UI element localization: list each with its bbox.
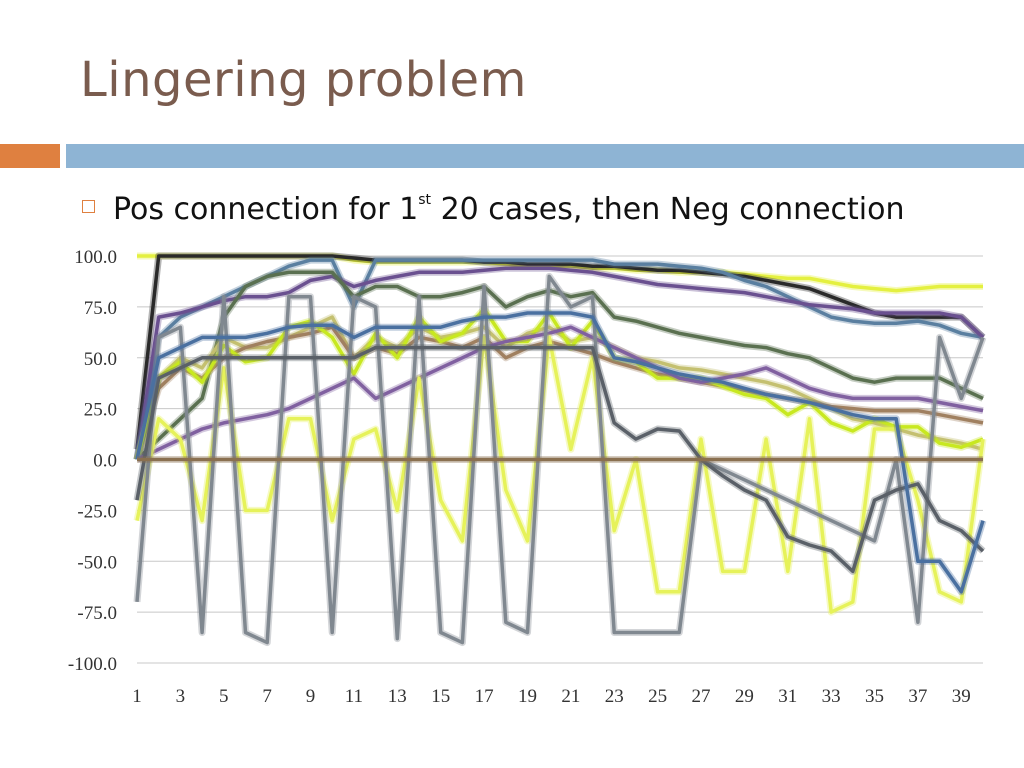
bullet-text: Pos connection for 1st 20 cases, then Ne…	[82, 192, 905, 227]
bullet-superscript: st	[418, 192, 432, 208]
x-tick-label: 37	[908, 686, 927, 707]
series-line-6	[135, 325, 984, 461]
x-tick-label: 39	[952, 686, 971, 707]
x-tick-label: 11	[345, 686, 363, 707]
x-tick-label: 3	[176, 686, 186, 707]
x-tick-label: 35	[865, 686, 884, 707]
x-tick-label: 23	[605, 686, 624, 707]
series-line-8	[136, 325, 984, 462]
x-tick-label: 13	[388, 686, 407, 707]
x-tick-label: 29	[735, 686, 754, 707]
x-tick-label: 15	[431, 686, 450, 707]
x-tick-label: 33	[822, 686, 841, 707]
x-tick-label: 17	[475, 686, 494, 707]
x-tick-label: 31	[778, 686, 797, 707]
y-tick-label: -75.0	[77, 603, 117, 624]
series-line-11	[135, 345, 985, 574]
x-tick-label: 27	[692, 686, 711, 707]
y-tick-label: -25.0	[77, 501, 117, 522]
y-tick-label: 50.0	[84, 349, 117, 370]
x-tick-label: 7	[262, 686, 272, 707]
bullet-square-icon	[82, 200, 95, 213]
y-tick-label: 75.0	[84, 298, 117, 319]
chart-series	[133, 252, 987, 647]
y-tick-label: 0.0	[93, 451, 117, 472]
y-tick-label: 25.0	[84, 400, 117, 421]
line-chart: 100.0 75.0 50.0 25.0 0.0 -25.0 -50.0 -75.0 -100.…	[68, 247, 987, 707]
bullet-rest: 20 cases, then Neg connection	[431, 192, 905, 227]
series-line-3	[135, 266, 985, 460]
accent-bar-orange	[0, 144, 60, 168]
series-line-1	[135, 254, 985, 450]
y-tick-label: 100.0	[74, 247, 117, 268]
x-axis-ticks: 1 3 5 7 9 11 13 15 17 19 21 23 25 27 29 31 33 35 37 39	[132, 686, 971, 707]
x-tick-label: 9	[306, 686, 316, 707]
bullet-main: Pos connection for 1	[113, 192, 419, 227]
accent-bar-blue	[66, 144, 1024, 168]
x-tick-label: 19	[518, 686, 537, 707]
slide-title: Lingering problem	[80, 52, 527, 108]
series-line-10	[135, 274, 985, 645]
x-tick-label: 21	[561, 686, 580, 707]
x-tick-label: 5	[219, 686, 229, 707]
y-tick-label: -100.0	[68, 654, 117, 675]
series-line-12	[135, 311, 985, 594]
y-axis-ticks: 100.0 75.0 50.0 25.0 0.0 -25.0 -50.0 -75.0 -100.…	[68, 247, 117, 675]
x-tick-label: 1	[132, 686, 142, 707]
y-tick-label: -50.0	[77, 552, 117, 573]
series-line-2	[135, 258, 984, 460]
x-tick-label: 25	[648, 686, 667, 707]
